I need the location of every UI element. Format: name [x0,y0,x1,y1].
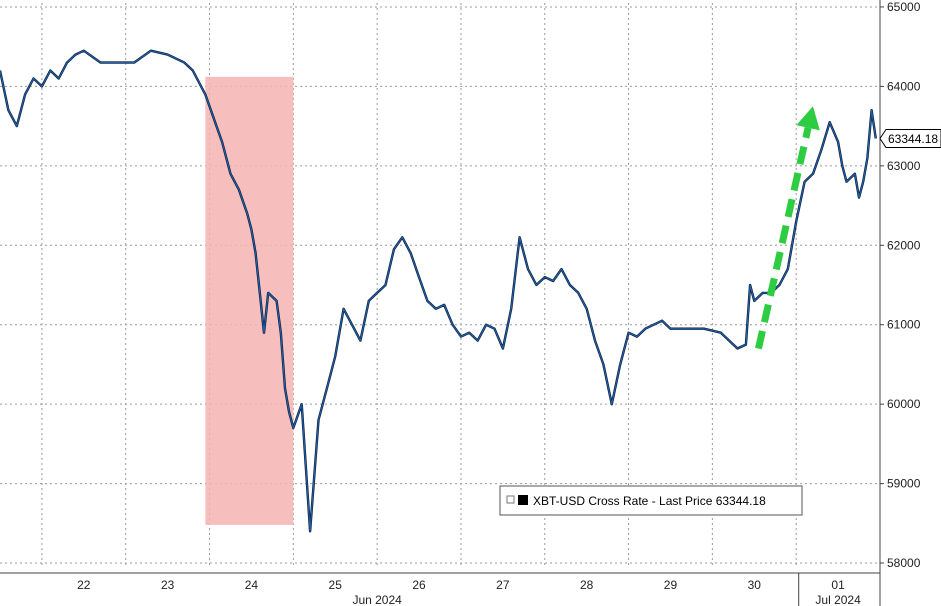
x-tick-label: 30 [748,578,762,592]
y-tick-label: 60000 [887,397,921,411]
x-tick-label: 23 [161,578,175,592]
y-tick-label: 58000 [887,556,921,570]
x-tick-label: 25 [329,578,343,592]
trend-arrow-shaft [755,126,812,350]
legend-label: XBT-USD Cross Rate - Last Price 63344.18 [533,494,766,508]
selloff-highlight [205,76,294,525]
grid [0,3,880,567]
x-tick-label: 22 [77,578,91,592]
price-line [0,50,877,532]
month-label: Jun 2024 [352,593,402,606]
arrow-layer [755,106,820,350]
trend-arrow-head [796,106,820,131]
legend-box [499,485,803,516]
last-price-tag [879,129,941,149]
x-tick-label: 27 [496,578,510,592]
y-tick-label: 63000 [887,159,921,173]
y-tick-label: 61000 [887,318,921,332]
x-tick-label: 29 [664,578,678,592]
highlight-layer [205,76,294,525]
y-tick-label: 62000 [887,238,921,252]
last-price-label: 63344.18 [888,132,938,146]
x-tick-label: 01 [831,578,845,592]
y-tick-label: 64000 [887,79,921,93]
month-label: Jul 2024 [815,593,861,606]
x-tick-label: 26 [412,578,426,592]
y-tick-label: 65000 [887,0,921,14]
x-tick-label: 28 [580,578,594,592]
legend-series-swatch [518,495,528,505]
series-layer [0,49,877,533]
legend: XBT-USD Cross Rate - Last Price 63344.18 [499,485,803,516]
legend-toggle-icon[interactable] [506,495,515,504]
y-tick-label: 59000 [887,477,921,491]
x-tick-label: 24 [245,578,259,592]
